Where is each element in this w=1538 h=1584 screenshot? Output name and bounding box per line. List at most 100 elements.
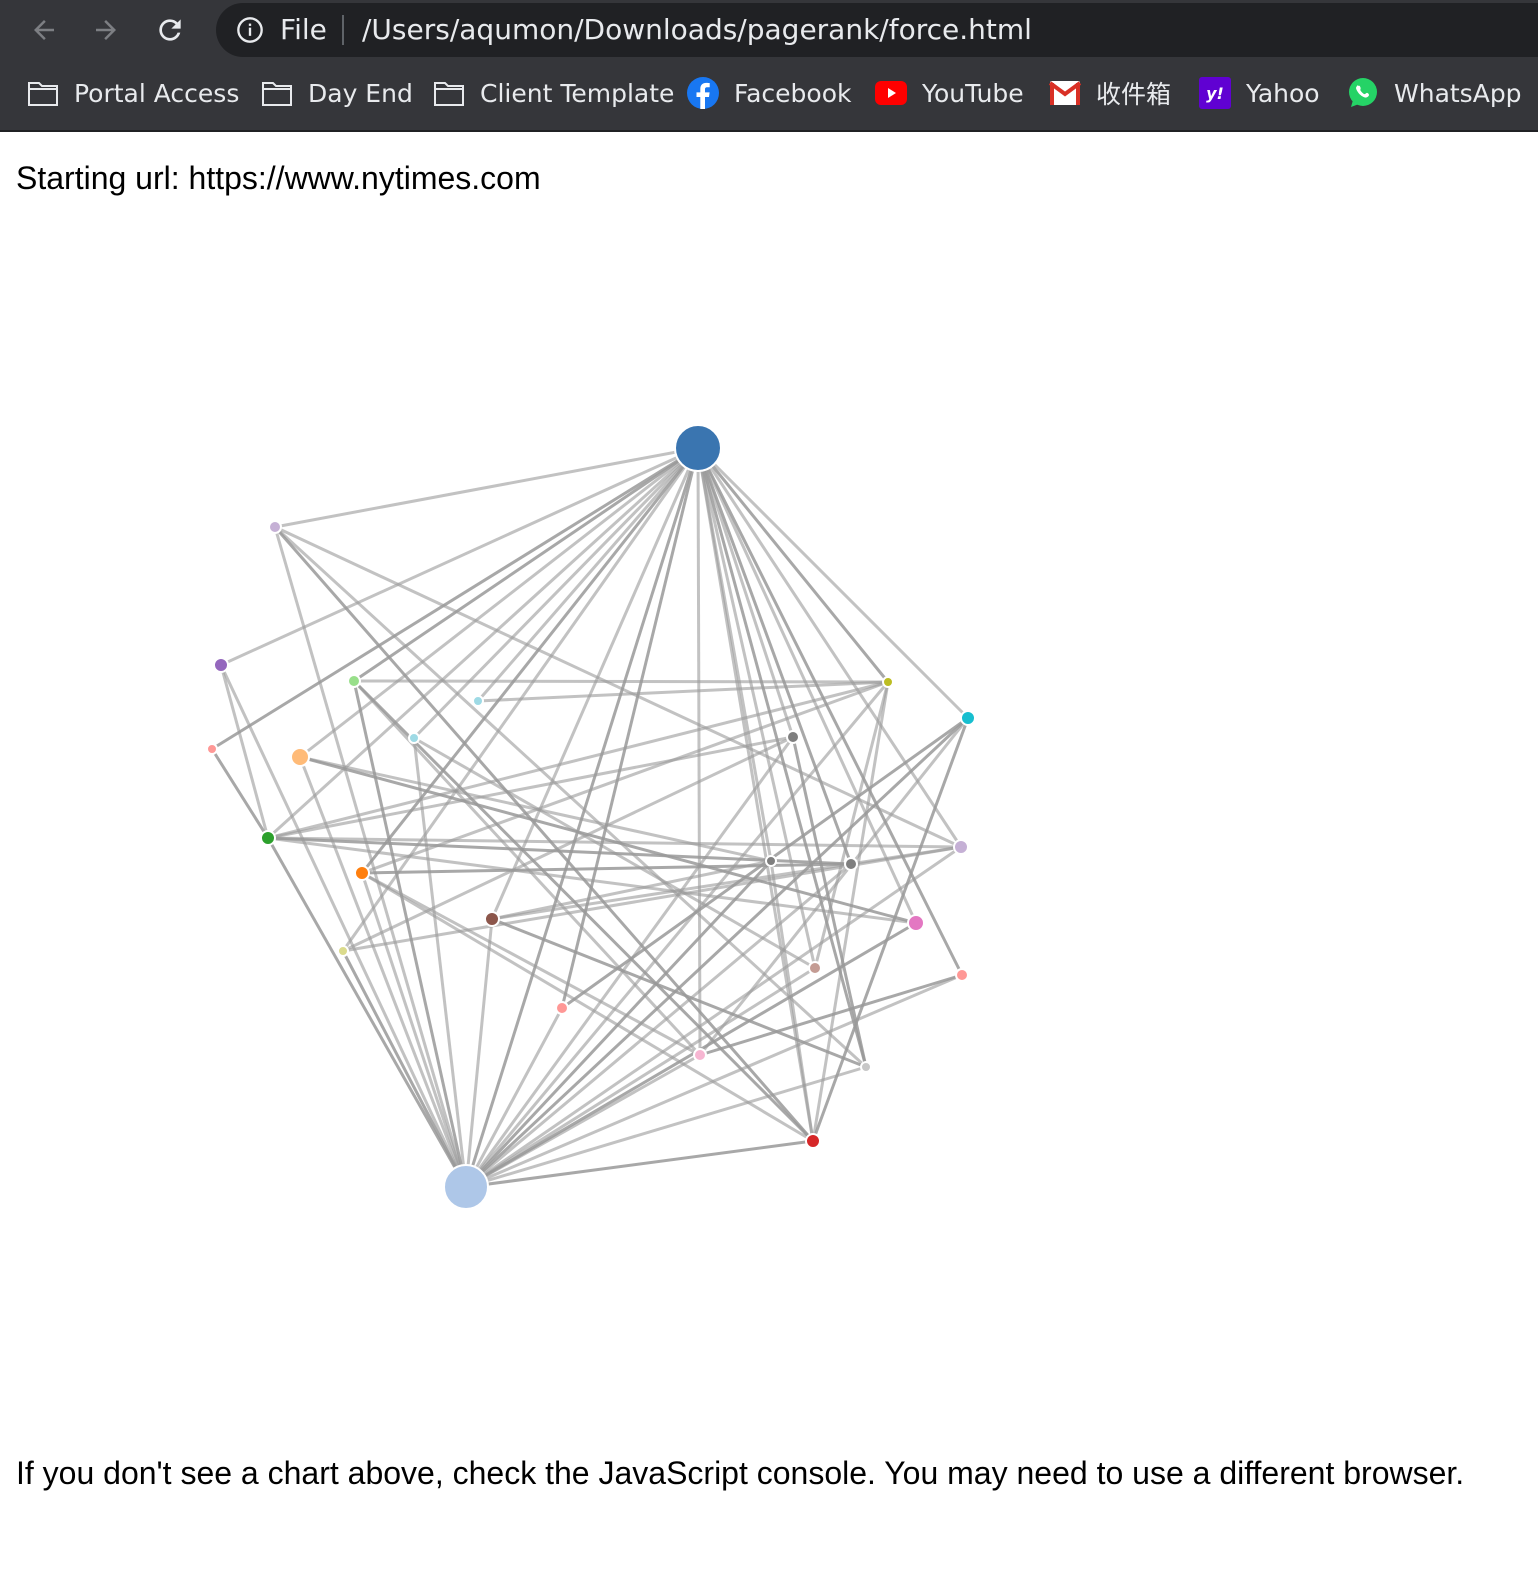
- graph-node[interactable]: [347, 674, 361, 688]
- graph-link: [464, 918, 494, 1188]
- bookmark-label: Client Template: [480, 78, 675, 108]
- graph-node[interactable]: [955, 968, 969, 982]
- info-icon[interactable]: [236, 16, 264, 44]
- graph-link: [791, 736, 868, 1068]
- graph-link: [220, 446, 699, 667]
- graph-node[interactable]: [765, 855, 777, 867]
- bookmark-portal-access[interactable]: Portal Access: [26, 74, 239, 112]
- graph-node[interactable]: [555, 1001, 569, 1015]
- graph-link: [696, 447, 853, 865]
- graph-link: [267, 836, 852, 866]
- graph-link: [465, 921, 917, 1189]
- graph-node[interactable]: [290, 747, 310, 767]
- graph-link: [360, 447, 700, 874]
- graph-link: [211, 446, 699, 751]
- graph-node[interactable]: [472, 695, 484, 707]
- graph-link: [465, 966, 816, 1189]
- bookmark-label: Yahoo: [1246, 78, 1320, 108]
- graph-link: [464, 736, 795, 1188]
- graph-link: [274, 525, 962, 849]
- arrow-left-icon: [34, 20, 54, 40]
- bookmark-label: Facebook: [734, 78, 852, 108]
- graph-node[interactable]: [674, 424, 722, 472]
- graph-node[interactable]: [693, 1048, 707, 1062]
- graph-link: [696, 447, 868, 1068]
- back-button[interactable]: [22, 10, 66, 50]
- bookmark-label: WhatsApp: [1394, 78, 1522, 108]
- graph-node[interactable]: [337, 945, 349, 957]
- graph-link: [699, 973, 963, 1057]
- graph-link: [464, 1007, 564, 1188]
- graph-node[interactable]: [953, 839, 969, 855]
- graph-link: [696, 447, 773, 862]
- graph-node[interactable]: [268, 520, 282, 534]
- svg-text:y!: y!: [1206, 84, 1224, 103]
- graph-link: [464, 681, 890, 1188]
- graph-link: [560, 447, 700, 1009]
- graph-node[interactable]: [808, 961, 822, 975]
- graph-link: [464, 716, 970, 1189]
- bookmark-whatsapp[interactable]: WhatsApp: [1346, 74, 1522, 112]
- youtube-icon: [874, 76, 908, 110]
- graph-node[interactable]: [206, 743, 218, 755]
- graph-link: [465, 1139, 814, 1189]
- graph-link: [412, 446, 700, 740]
- address-bar[interactable]: File /Users/aqumon/Downloads/pagerank/fo…: [216, 3, 1538, 57]
- graph-node[interactable]: [844, 857, 858, 871]
- bookmark-facebook[interactable]: Facebook: [686, 74, 851, 112]
- graph-link: [361, 680, 889, 875]
- graph-link: [352, 680, 468, 1188]
- forward-button[interactable]: [84, 10, 128, 50]
- graph-link: [342, 735, 794, 953]
- facebook-icon: [686, 76, 720, 110]
- browser-toolbar: File /Users/aqumon/Downloads/pagerank/fo…: [0, 0, 1538, 60]
- graph-link: [696, 447, 890, 683]
- graph-node[interactable]: [786, 730, 800, 744]
- yahoo-icon: y!: [1198, 76, 1232, 110]
- graph-node[interactable]: [213, 657, 229, 673]
- address-url[interactable]: /Users/aqumon/Downloads/pagerank/force.h…: [362, 13, 1032, 46]
- graph-nodes: [206, 424, 976, 1210]
- graph-node[interactable]: [907, 914, 925, 932]
- graph-link: [353, 679, 889, 684]
- bookmark-label: YouTube: [922, 78, 1024, 108]
- graph-link: [465, 845, 962, 1189]
- bookmark-youtube[interactable]: YouTube: [874, 74, 1024, 112]
- graph-link: [696, 446, 970, 720]
- graph-node[interactable]: [260, 830, 276, 846]
- graph-link: [811, 681, 890, 1142]
- graph-link: [361, 871, 701, 1057]
- browser-warning-text: If you don't see a chart above, check th…: [16, 1455, 1465, 1491]
- graph-link: [342, 845, 962, 953]
- graph-link: [360, 872, 468, 1188]
- gmail-icon: [1048, 76, 1082, 110]
- graph-link: [219, 664, 270, 839]
- graph-link: [210, 748, 270, 839]
- graph-node[interactable]: [354, 865, 370, 881]
- graph-node[interactable]: [805, 1133, 821, 1149]
- graph-node[interactable]: [408, 732, 420, 744]
- graph-link: [267, 735, 794, 840]
- graph-link: [273, 526, 468, 1188]
- graph-link: [696, 447, 795, 738]
- bookmark-day-end[interactable]: Day End: [260, 74, 413, 112]
- whatsapp-icon: [1346, 76, 1380, 110]
- bookmark-gmail[interactable]: 收件箱: [1048, 74, 1171, 112]
- graph-node[interactable]: [860, 1061, 872, 1073]
- bookmark-client-template[interactable]: Client Template: [432, 74, 674, 112]
- graph-link: [813, 681, 890, 969]
- graph-link: [219, 664, 468, 1188]
- graph-link: [465, 1065, 867, 1189]
- graph-node[interactable]: [443, 1164, 489, 1210]
- graph-link: [476, 447, 700, 702]
- starting-url-text: Starting url: https://www.nytimes.com: [16, 160, 541, 196]
- graph-node[interactable]: [960, 710, 976, 726]
- bookmark-yahoo[interactable]: y! Yahoo: [1198, 74, 1320, 112]
- address-scheme: File: [280, 13, 327, 46]
- graph-link: [464, 447, 700, 1188]
- folder-icon: [260, 76, 294, 110]
- graph-node[interactable]: [484, 911, 500, 927]
- bookmark-label: Day End: [308, 78, 413, 108]
- graph-node[interactable]: [882, 676, 894, 688]
